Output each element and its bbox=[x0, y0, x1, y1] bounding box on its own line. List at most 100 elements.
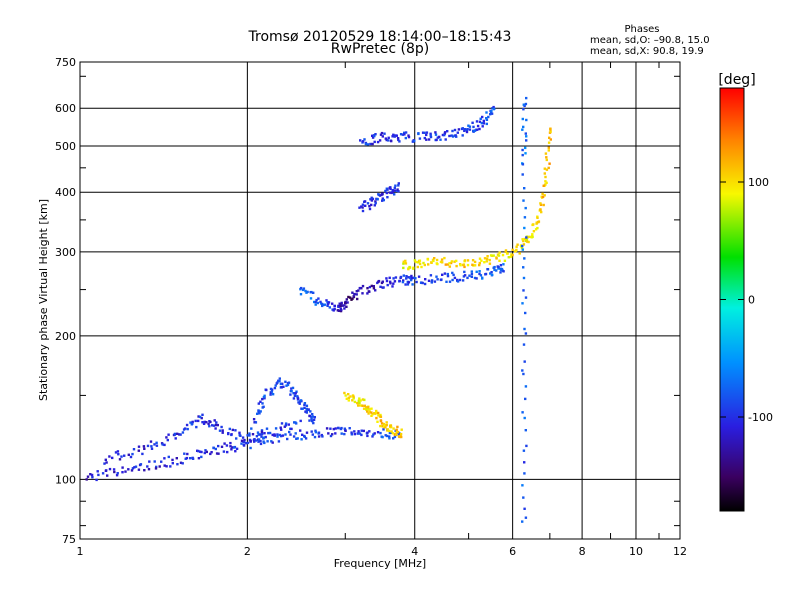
data-point bbox=[287, 381, 291, 384]
data-point bbox=[436, 278, 439, 281]
data-point bbox=[327, 432, 330, 435]
data-point bbox=[108, 455, 111, 458]
data-point bbox=[203, 451, 206, 455]
data-point bbox=[387, 136, 390, 139]
data-point bbox=[475, 277, 478, 280]
data-point bbox=[473, 276, 477, 280]
data-point bbox=[394, 276, 398, 279]
data-point bbox=[388, 431, 392, 435]
colorbar-tick-label: 100 bbox=[748, 176, 769, 189]
data-point bbox=[251, 433, 255, 436]
data-point bbox=[401, 280, 405, 284]
data-point bbox=[121, 466, 124, 469]
data-point bbox=[436, 136, 439, 139]
data-point bbox=[166, 438, 169, 442]
data-point bbox=[343, 432, 346, 436]
data-point bbox=[379, 415, 383, 418]
data-point bbox=[262, 440, 265, 443]
data-point bbox=[525, 139, 528, 142]
data-point bbox=[150, 445, 153, 448]
data-point bbox=[521, 520, 524, 523]
data-point bbox=[353, 400, 357, 404]
data-point bbox=[341, 304, 344, 307]
data-point bbox=[521, 128, 524, 131]
data-point bbox=[478, 261, 481, 265]
data-point bbox=[302, 287, 306, 290]
data-point bbox=[265, 388, 268, 392]
data-point bbox=[467, 124, 470, 127]
data-point bbox=[256, 431, 260, 434]
data-point bbox=[395, 431, 398, 434]
data-point bbox=[311, 415, 315, 418]
data-point bbox=[402, 279, 405, 282]
data-point bbox=[282, 385, 285, 388]
data-point bbox=[425, 138, 428, 141]
data-point bbox=[365, 406, 368, 409]
data-point bbox=[421, 131, 425, 134]
data-point bbox=[371, 413, 374, 416]
data-point bbox=[455, 264, 458, 268]
data-point bbox=[396, 425, 399, 429]
data-point bbox=[412, 276, 415, 279]
data-point bbox=[361, 284, 365, 288]
data-point bbox=[186, 452, 189, 456]
data-point bbox=[482, 119, 485, 123]
data-point bbox=[103, 462, 106, 465]
data-point bbox=[333, 307, 336, 311]
data-point bbox=[253, 438, 256, 441]
data-point bbox=[261, 397, 264, 401]
data-point bbox=[425, 131, 429, 134]
data-point bbox=[385, 279, 389, 283]
data-point bbox=[194, 419, 197, 423]
y-tick-label: 200 bbox=[55, 330, 76, 343]
data-point bbox=[165, 436, 168, 439]
data-point bbox=[203, 420, 206, 424]
data-point bbox=[218, 429, 222, 432]
data-point bbox=[384, 434, 387, 437]
data-point bbox=[368, 205, 371, 208]
data-point bbox=[406, 283, 410, 286]
data-point bbox=[209, 452, 212, 456]
data-point bbox=[382, 428, 385, 431]
data-point bbox=[461, 279, 465, 282]
data-point bbox=[346, 301, 349, 304]
data-point bbox=[234, 450, 237, 453]
data-point bbox=[278, 433, 282, 437]
data-point bbox=[522, 343, 526, 346]
data-point bbox=[304, 437, 308, 440]
data-point bbox=[200, 416, 203, 420]
data-point bbox=[448, 280, 452, 283]
data-point bbox=[407, 267, 410, 270]
data-point bbox=[448, 265, 451, 268]
data-point bbox=[448, 134, 451, 138]
data-point bbox=[367, 290, 370, 293]
data-point bbox=[304, 289, 307, 293]
data-point bbox=[392, 282, 395, 285]
data-point bbox=[410, 274, 413, 278]
data-point bbox=[220, 445, 224, 448]
data-point bbox=[549, 130, 552, 133]
data-point bbox=[358, 286, 362, 290]
data-point bbox=[296, 437, 299, 440]
data-point bbox=[503, 259, 507, 262]
data-point bbox=[545, 156, 548, 159]
data-point bbox=[356, 297, 359, 301]
x-tick-label: 1 bbox=[77, 545, 84, 558]
y-tick-label: 100 bbox=[55, 473, 76, 486]
data-point bbox=[313, 300, 316, 304]
data-point bbox=[476, 128, 479, 131]
data-point bbox=[301, 288, 305, 292]
data-point bbox=[394, 184, 397, 187]
data-point bbox=[313, 416, 316, 419]
data-point bbox=[228, 427, 231, 431]
data-point bbox=[321, 302, 324, 306]
data-point bbox=[379, 424, 382, 428]
data-point bbox=[363, 404, 367, 407]
data-point bbox=[343, 391, 346, 395]
data-point bbox=[363, 200, 367, 203]
data-point bbox=[352, 395, 355, 398]
data-point bbox=[522, 243, 526, 246]
data-point bbox=[391, 432, 394, 435]
data-point bbox=[451, 278, 454, 282]
